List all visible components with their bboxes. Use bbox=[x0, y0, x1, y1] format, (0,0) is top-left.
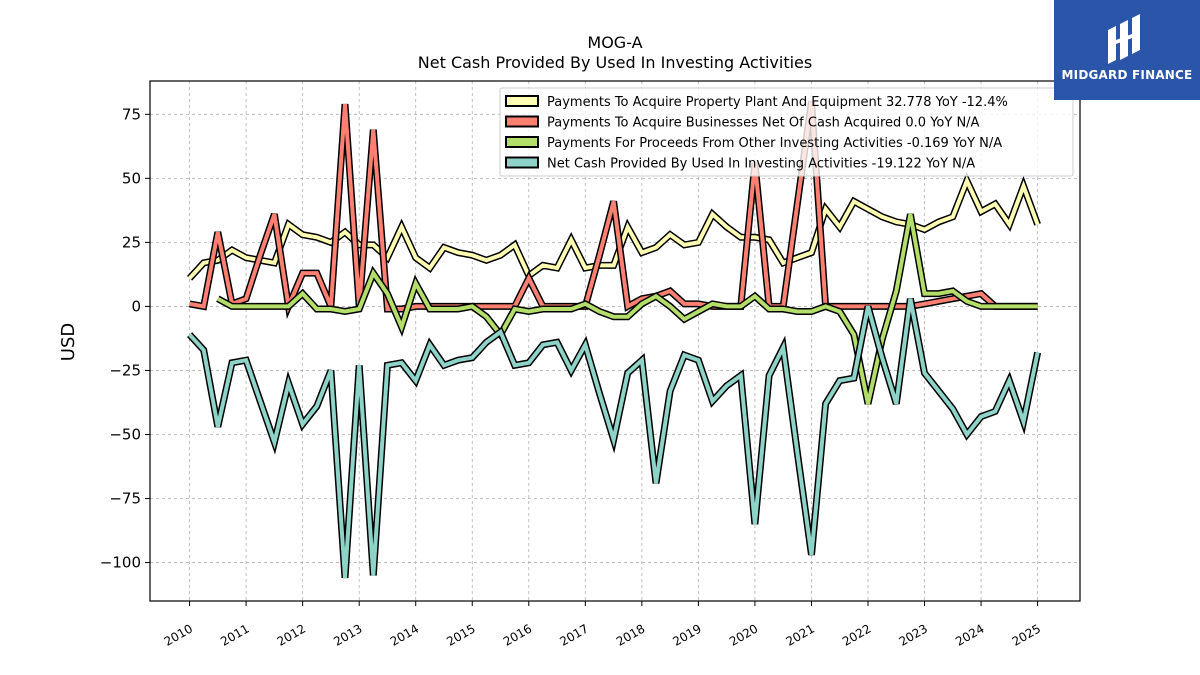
legend: Payments To Acquire Property Plant And E… bbox=[499, 87, 1074, 177]
y-tick-label: 0 bbox=[131, 297, 141, 315]
legend-swatch bbox=[505, 136, 539, 148]
y-axis-label: USD bbox=[58, 323, 79, 361]
y-tick-label: −75 bbox=[109, 490, 141, 508]
series-layer bbox=[187, 101, 1042, 579]
x-tick-label: 2025 bbox=[1010, 621, 1043, 648]
y-tick-label: −25 bbox=[109, 361, 141, 379]
legend-swatch bbox=[505, 95, 539, 107]
legend-box bbox=[499, 87, 1074, 177]
x-tick-label: 2023 bbox=[897, 621, 930, 648]
y-tick-label: −100 bbox=[100, 554, 141, 572]
legend-entry: Payments To Acquire Businesses Net Of Ca… bbox=[547, 116, 980, 131]
series-line-fill bbox=[188, 298, 1040, 579]
x-tick-label: 2012 bbox=[275, 621, 308, 648]
x-tick-label: 2024 bbox=[953, 621, 986, 648]
x-tick-label: 2019 bbox=[670, 621, 703, 648]
x-axis: 2010 2011 2012 2013 2014 2015 2016 2017 2018 2019… bbox=[162, 601, 1043, 649]
series-line-fill bbox=[188, 175, 1040, 280]
legend-entry: Payments For Proceeds From Other Investi… bbox=[547, 136, 1002, 151]
plot-area bbox=[149, 80, 1081, 602]
x-tick-label: 2010 bbox=[162, 621, 195, 648]
x-tick-label: 2021 bbox=[784, 621, 817, 648]
x-tick-label: 2014 bbox=[388, 621, 421, 648]
y-tick-label: −50 bbox=[109, 425, 141, 443]
y-tick-label: 25 bbox=[122, 233, 141, 251]
series-line bbox=[216, 213, 1038, 405]
y-tick-label: 50 bbox=[122, 169, 141, 187]
x-tick-label: 2016 bbox=[501, 621, 534, 648]
y-tick-label: 75 bbox=[122, 105, 141, 123]
series-line bbox=[187, 171, 1041, 282]
x-tick-label: 2011 bbox=[218, 621, 251, 648]
legend-swatch bbox=[505, 115, 539, 128]
series-line bbox=[187, 298, 1042, 579]
x-tick-label: 2020 bbox=[727, 621, 760, 648]
x-tick-label: 2015 bbox=[444, 621, 477, 648]
brand-name: MIDGARD FINANCE bbox=[1061, 68, 1193, 82]
x-tick-label: 2017 bbox=[557, 621, 590, 648]
x-tick-label: 2018 bbox=[614, 621, 647, 648]
x-tick-label: 2013 bbox=[331, 621, 364, 648]
legend-swatch bbox=[505, 156, 539, 169]
brand-logo: MIDGARD FINANCE bbox=[1054, 0, 1200, 100]
x-tick-label: 2022 bbox=[840, 621, 873, 648]
y-axis: 75 50 25 0 −25 −50 −75 −100 bbox=[100, 105, 150, 572]
chart-subtitle: Net Cash Provided By Used In Investing A… bbox=[418, 53, 812, 72]
legend-entry: Net Cash Provided By Used In Investing A… bbox=[547, 157, 975, 172]
chart-title: MOG-A bbox=[587, 33, 642, 52]
series-line-fill bbox=[216, 213, 1038, 405]
legend-entry: Payments To Acquire Property Plant And E… bbox=[547, 95, 1008, 110]
midgard-logo-icon bbox=[1108, 14, 1140, 64]
